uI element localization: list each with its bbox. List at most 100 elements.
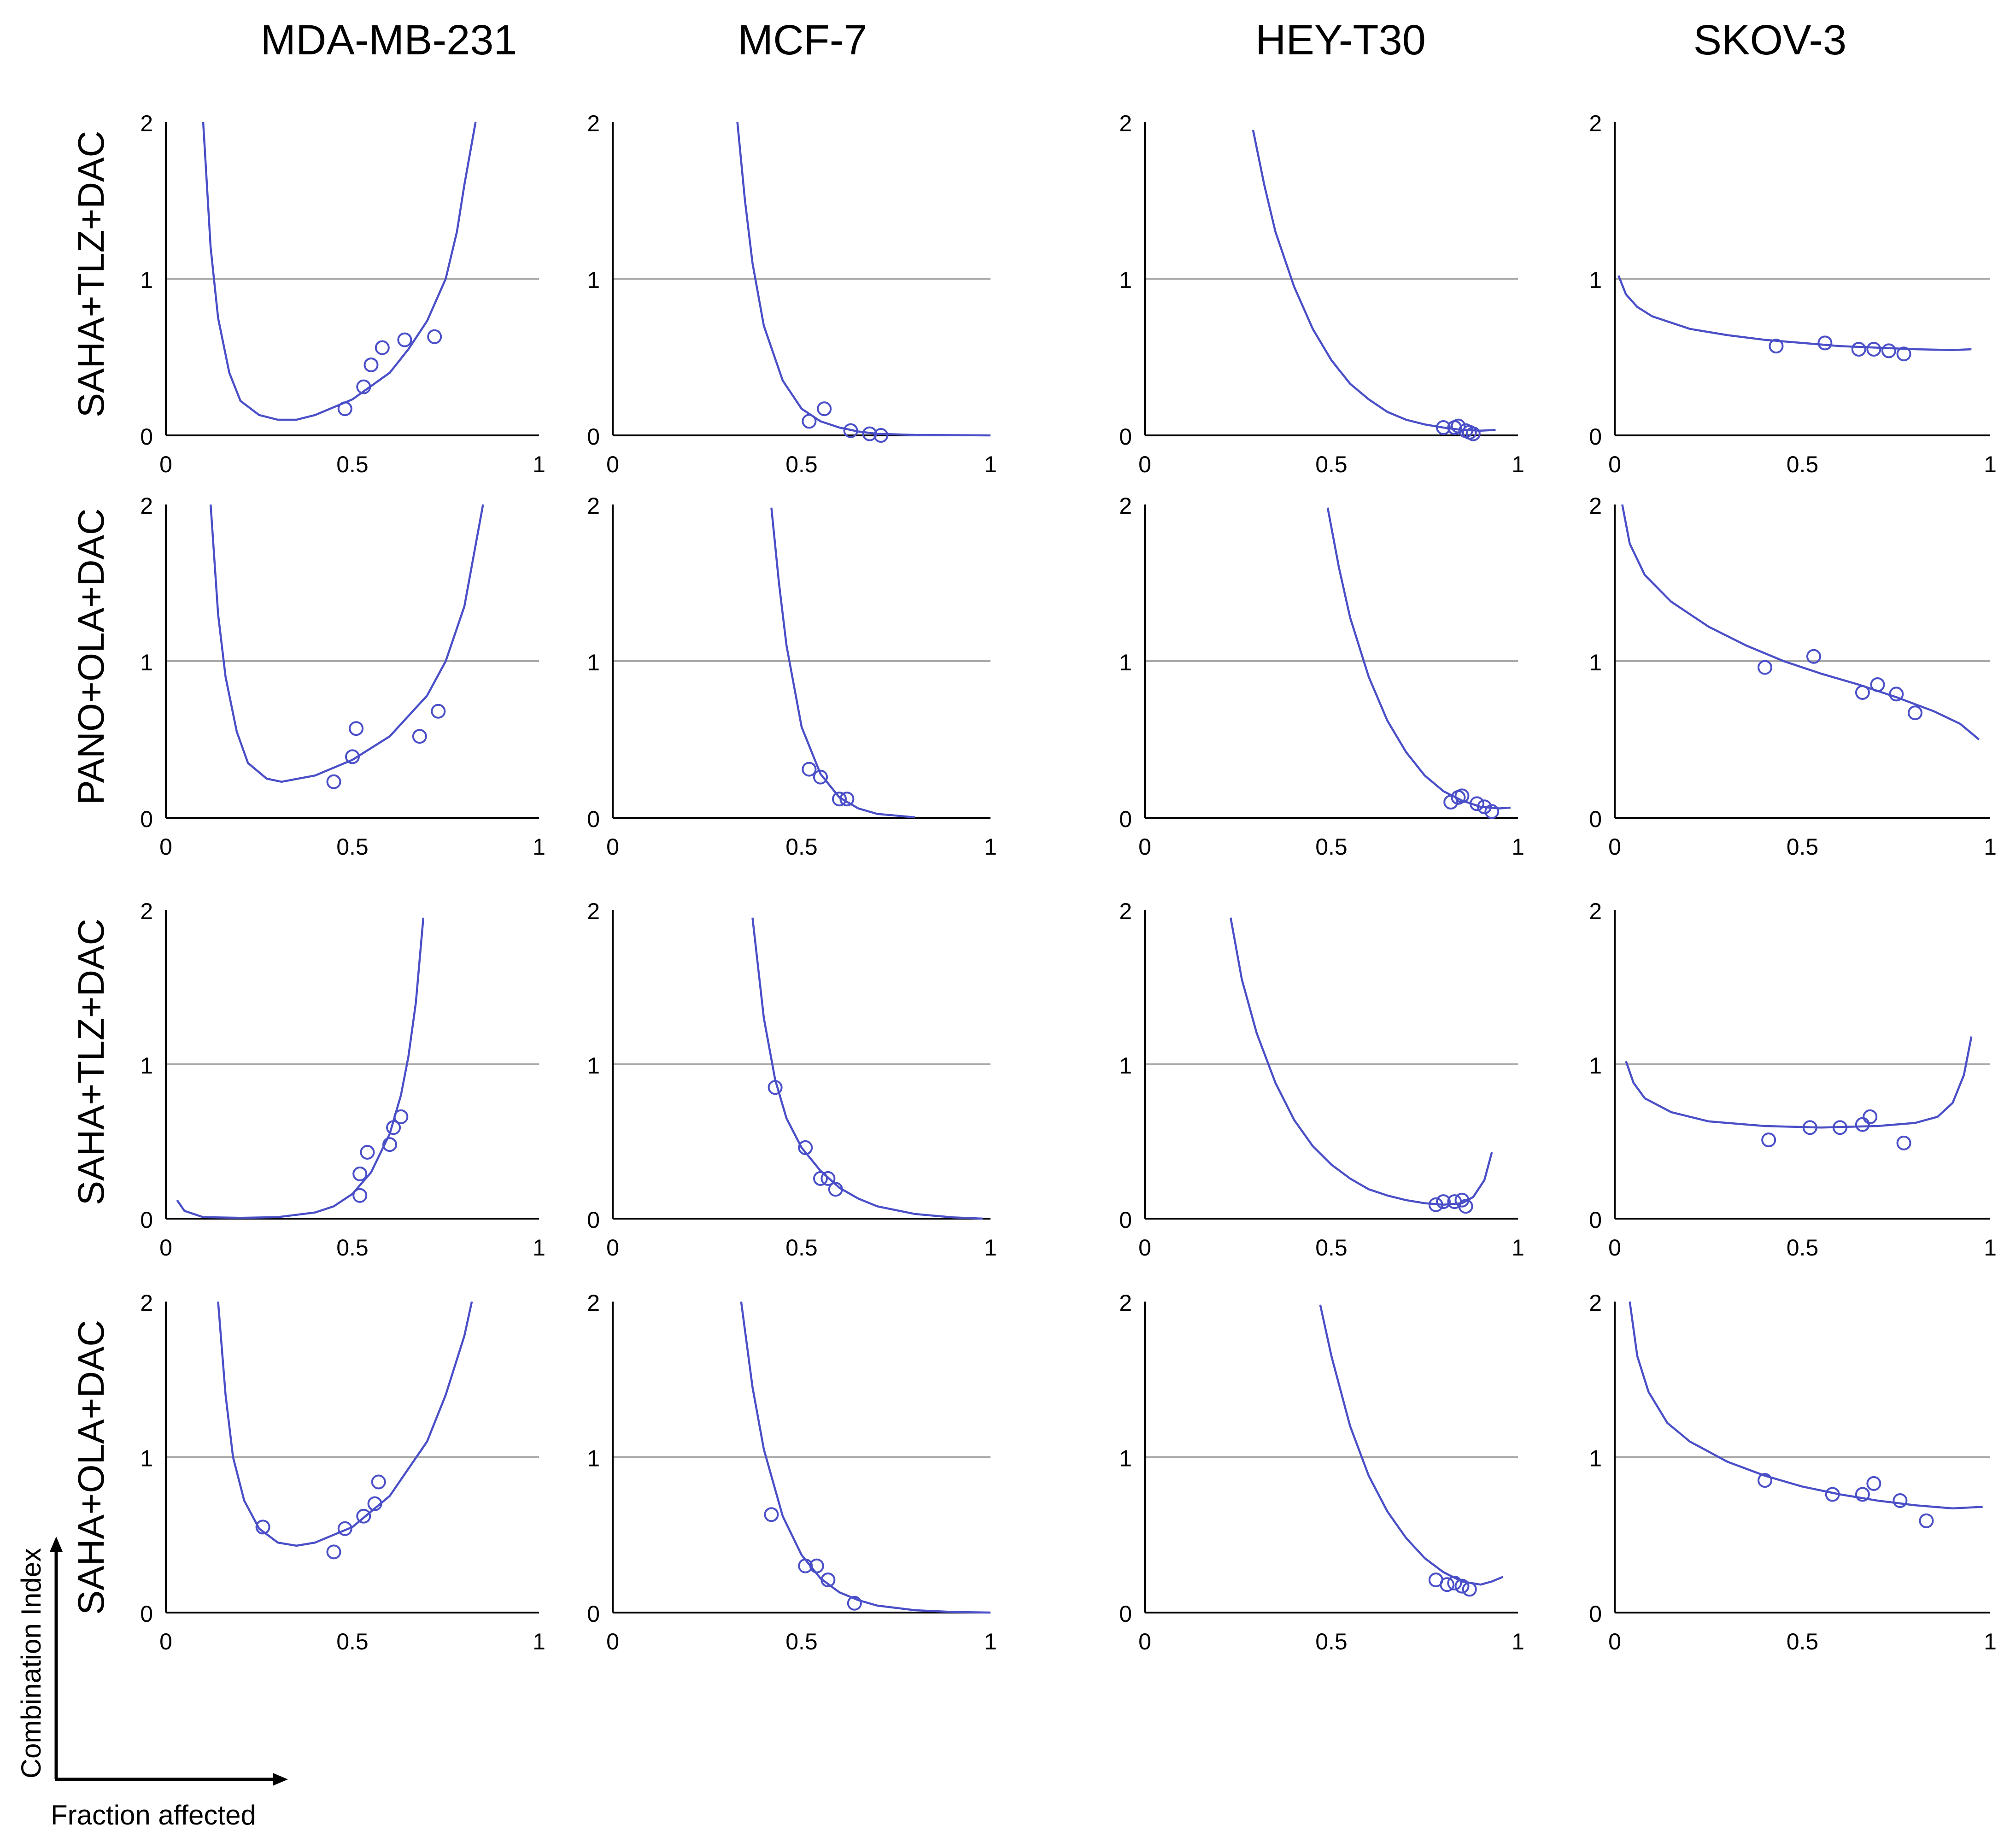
x-tick-label: 0 <box>1138 834 1151 860</box>
x-tick-label: 1 <box>533 1629 545 1654</box>
data-point <box>1758 1473 1772 1488</box>
y-tick-label: 0 <box>1119 1601 1132 1627</box>
data-point <box>1443 795 1459 810</box>
x-tick-label: 0.5 <box>1787 452 1819 477</box>
chart-panel: 0 1 2 0 0.5 1 <box>1589 1290 1997 1654</box>
data-point <box>363 358 379 372</box>
x-tick-label: 0 <box>159 1235 172 1261</box>
y-tick-label: 2 <box>587 1290 600 1316</box>
column-header: MCF-7 <box>738 17 867 64</box>
data-point <box>820 1171 836 1186</box>
data-point <box>352 1188 368 1203</box>
data-point <box>1451 418 1466 434</box>
fit-curve <box>1629 1301 1983 1510</box>
data-point <box>1833 1120 1847 1135</box>
x-tick-label: 0.5 <box>785 1235 818 1261</box>
legend-y-arrowhead <box>50 1537 63 1552</box>
data-point <box>1889 686 1904 702</box>
chart-panel: 0 1 2 0 0.5 1 <box>1589 111 1997 477</box>
data-point <box>1436 420 1451 435</box>
data-point <box>337 401 352 417</box>
chart-panel: 0 1 2 0 0.5 1 <box>1119 1290 1524 1654</box>
x-tick-label: 0 <box>159 452 172 477</box>
data-point <box>1817 335 1833 351</box>
x-tick-label: 0 <box>1608 1235 1621 1261</box>
data-point <box>1454 1578 1470 1594</box>
data-point <box>802 762 817 777</box>
data-point <box>817 401 832 417</box>
data-point <box>798 1558 813 1573</box>
data-point <box>828 1182 843 1197</box>
y-tick-label: 2 <box>587 111 600 136</box>
y-tick-label: 1 <box>140 267 153 293</box>
x-tick-label: 0.5 <box>785 452 818 477</box>
x-tick-label: 0.5 <box>336 834 369 860</box>
y-tick-label: 1 <box>1589 1053 1602 1079</box>
data-point <box>1469 796 1484 811</box>
x-tick-label: 0.5 <box>785 1629 818 1654</box>
data-point <box>802 414 817 429</box>
data-point <box>1802 1120 1817 1135</box>
y-tick-label: 2 <box>1589 1290 1602 1316</box>
fit-curve <box>1625 1036 1973 1129</box>
y-tick-label: 2 <box>587 493 600 519</box>
y-tick-label: 1 <box>140 650 153 675</box>
column-header: SKOV-3 <box>1694 17 1846 64</box>
x-tick-label: 0.5 <box>785 834 818 860</box>
y-tick-label: 2 <box>140 898 153 924</box>
y-tick-label: 2 <box>1119 1290 1132 1316</box>
y-tick-label: 2 <box>1589 111 1602 136</box>
data-point <box>386 1120 401 1135</box>
data-point <box>1758 660 1772 675</box>
x-tick-label: 0.5 <box>1315 1629 1348 1654</box>
data-point <box>847 1596 862 1611</box>
y-tick-label: 1 <box>140 1053 153 1079</box>
x-tick-label: 0.5 <box>336 1235 369 1261</box>
x-tick-label: 0.5 <box>1787 834 1819 860</box>
x-tick-label: 1 <box>1984 1629 1997 1654</box>
chart-panel: 0 1 2 0 0.5 1 <box>1589 493 1997 860</box>
row-label: SAHA+TLZ+DAC <box>70 131 111 417</box>
data-point <box>839 792 855 807</box>
chart-panel: 0 1 2 0 0.5 1 <box>587 1290 997 1654</box>
data-point <box>809 1558 824 1573</box>
chart-panel: 0 1 2 0 0.5 1 <box>1589 898 1997 1261</box>
x-tick-label: 1 <box>1984 834 1997 860</box>
chart-panel: 0 1 2 0 0.5 1 <box>1119 111 1524 477</box>
data-point <box>356 379 371 394</box>
data-point <box>873 428 889 443</box>
x-tick-label: 0 <box>606 452 619 477</box>
y-tick-label: 1 <box>1119 1446 1132 1472</box>
x-tick-label: 1 <box>984 1235 997 1261</box>
data-point <box>382 1137 397 1152</box>
data-point <box>798 1140 813 1155</box>
data-point <box>1863 1109 1878 1124</box>
y-tick-label: 2 <box>1119 493 1132 519</box>
y-tick-label: 1 <box>1119 267 1132 293</box>
y-tick-label: 1 <box>587 267 600 293</box>
x-tick-label: 0 <box>606 1629 619 1654</box>
y-tick-label: 1 <box>1119 650 1132 675</box>
data-point <box>345 749 360 764</box>
y-tick-label: 0 <box>1589 1207 1602 1233</box>
y-tick-label: 1 <box>1589 650 1602 675</box>
data-point <box>1851 342 1866 357</box>
data-point <box>1484 804 1500 819</box>
data-point <box>1919 1513 1934 1528</box>
y-tick-label: 2 <box>1119 111 1132 136</box>
data-point <box>820 1572 836 1588</box>
y-tick-label: 0 <box>140 424 153 450</box>
x-tick-label: 0 <box>1608 452 1621 477</box>
data-point <box>375 340 390 355</box>
x-tick-label: 0 <box>1138 452 1151 477</box>
y-tick-label: 2 <box>1589 493 1602 519</box>
y-tick-label: 0 <box>587 806 600 832</box>
y-tick-label: 1 <box>587 1446 600 1472</box>
x-tick-label: 1 <box>984 452 997 477</box>
y-tick-label: 0 <box>1589 806 1602 832</box>
chart-panel: 0 1 2 0 0.5 1 <box>140 1290 545 1654</box>
data-point <box>255 1519 270 1535</box>
x-tick-label: 1 <box>533 1235 545 1261</box>
data-point <box>1465 426 1481 441</box>
y-tick-label: 0 <box>1119 806 1132 832</box>
